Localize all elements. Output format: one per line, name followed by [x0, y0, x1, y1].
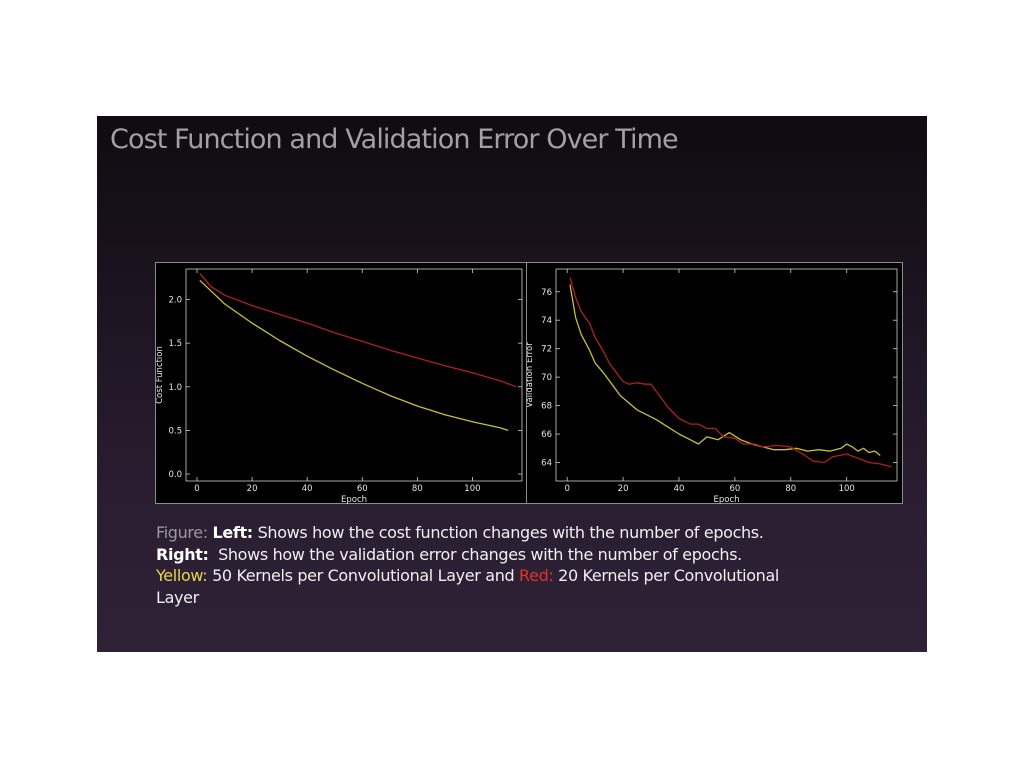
series-line-red	[199, 272, 517, 388]
caption-line-colors: Yellow: 50 Kernels per Convolutional Lay…	[156, 565, 876, 587]
yellow-label: Yellow:	[156, 566, 208, 585]
left-text: Shows how the cost function changes with…	[252, 523, 764, 542]
y-tick-label: 68	[541, 402, 552, 412]
y-tick-label: 1.5	[168, 339, 182, 349]
y-tick-label: 0.5	[168, 426, 182, 436]
y-tick-label: 0.0	[168, 470, 182, 480]
series-line-yellow	[569, 284, 881, 456]
validation-error-chart: 0 20 40 60 80 100 64 66 68 70 72 74 76 Epoch Validatio…	[526, 262, 903, 505]
x-tick-label: 40	[302, 484, 313, 494]
slide: Cost Function and Validation Error Over …	[97, 116, 927, 652]
validation-error-plot: 0 20 40 60 80 100 64 66 68 70 72 74 76 Epoch Validatio…	[527, 268, 898, 505]
last-line-text: Layer	[156, 587, 199, 607]
yellow-text: 50 Kernels per Convolutional Layer and	[207, 566, 520, 585]
x-tick-label: 80	[412, 484, 423, 494]
y-tick-label: 72	[541, 345, 552, 355]
x-axis-label: Epoch	[341, 495, 367, 505]
y-tick-label: 74	[541, 316, 552, 326]
y-tick-label: 66	[541, 430, 552, 440]
x-tick-label: 60	[357, 484, 368, 494]
figure-caption: Figure: Left: Shows how the cost functio…	[156, 522, 876, 608]
cost-function-chart: 0 20 40 60 80 100 0.0 0.5 1.0 1.5 2.0 Epoch Cost Fun…	[155, 262, 528, 505]
plot-frame	[185, 268, 523, 482]
x-tick-label: 100	[464, 484, 480, 494]
y-tick-label: 2.0	[168, 296, 182, 306]
y-tick-label: 70	[541, 373, 552, 383]
y-axis-label: Validation Error	[527, 342, 535, 408]
x-tick-label: 60	[729, 484, 740, 494]
y-tick-label: 1.0	[168, 383, 182, 393]
plot-frame	[555, 268, 898, 482]
x-tick-label: 20	[618, 484, 629, 494]
y-tick-label: 76	[541, 288, 552, 298]
x-tick-label: 100	[839, 484, 855, 494]
x-tick-label: 0	[194, 484, 199, 494]
cost-function-plot: 0 20 40 60 80 100 0.0 0.5 1.0 1.5 2.0 Epoch Cost Fun…	[156, 268, 523, 505]
y-tick-label: 64	[541, 459, 552, 469]
right-text: Shows how the validation error changes w…	[208, 544, 742, 564]
x-tick-label: 40	[674, 484, 685, 494]
x-tick-label: 80	[785, 484, 796, 494]
x-axis-label: Epoch	[713, 495, 739, 505]
x-tick-label: 20	[247, 484, 258, 494]
caption-line-left: Figure: Left: Shows how the cost functio…	[156, 522, 876, 544]
left-label: Left:	[212, 523, 254, 542]
caption-line-last: Layer	[156, 587, 876, 609]
red-label: Red:	[519, 566, 554, 585]
figure-label: Figure:	[156, 523, 208, 542]
y-axis-label: Cost Function	[156, 346, 165, 404]
series-line-red	[569, 277, 892, 468]
right-label: Right:	[156, 544, 209, 564]
series-line-yellow	[199, 279, 509, 432]
red-text: 20 Kernels per Convolutional	[553, 566, 779, 585]
caption-line-right: Right: Shows how the validation error ch…	[156, 544, 876, 566]
x-tick-label: 0	[564, 484, 569, 494]
slide-title: Cost Function and Validation Error Over …	[110, 124, 679, 155]
